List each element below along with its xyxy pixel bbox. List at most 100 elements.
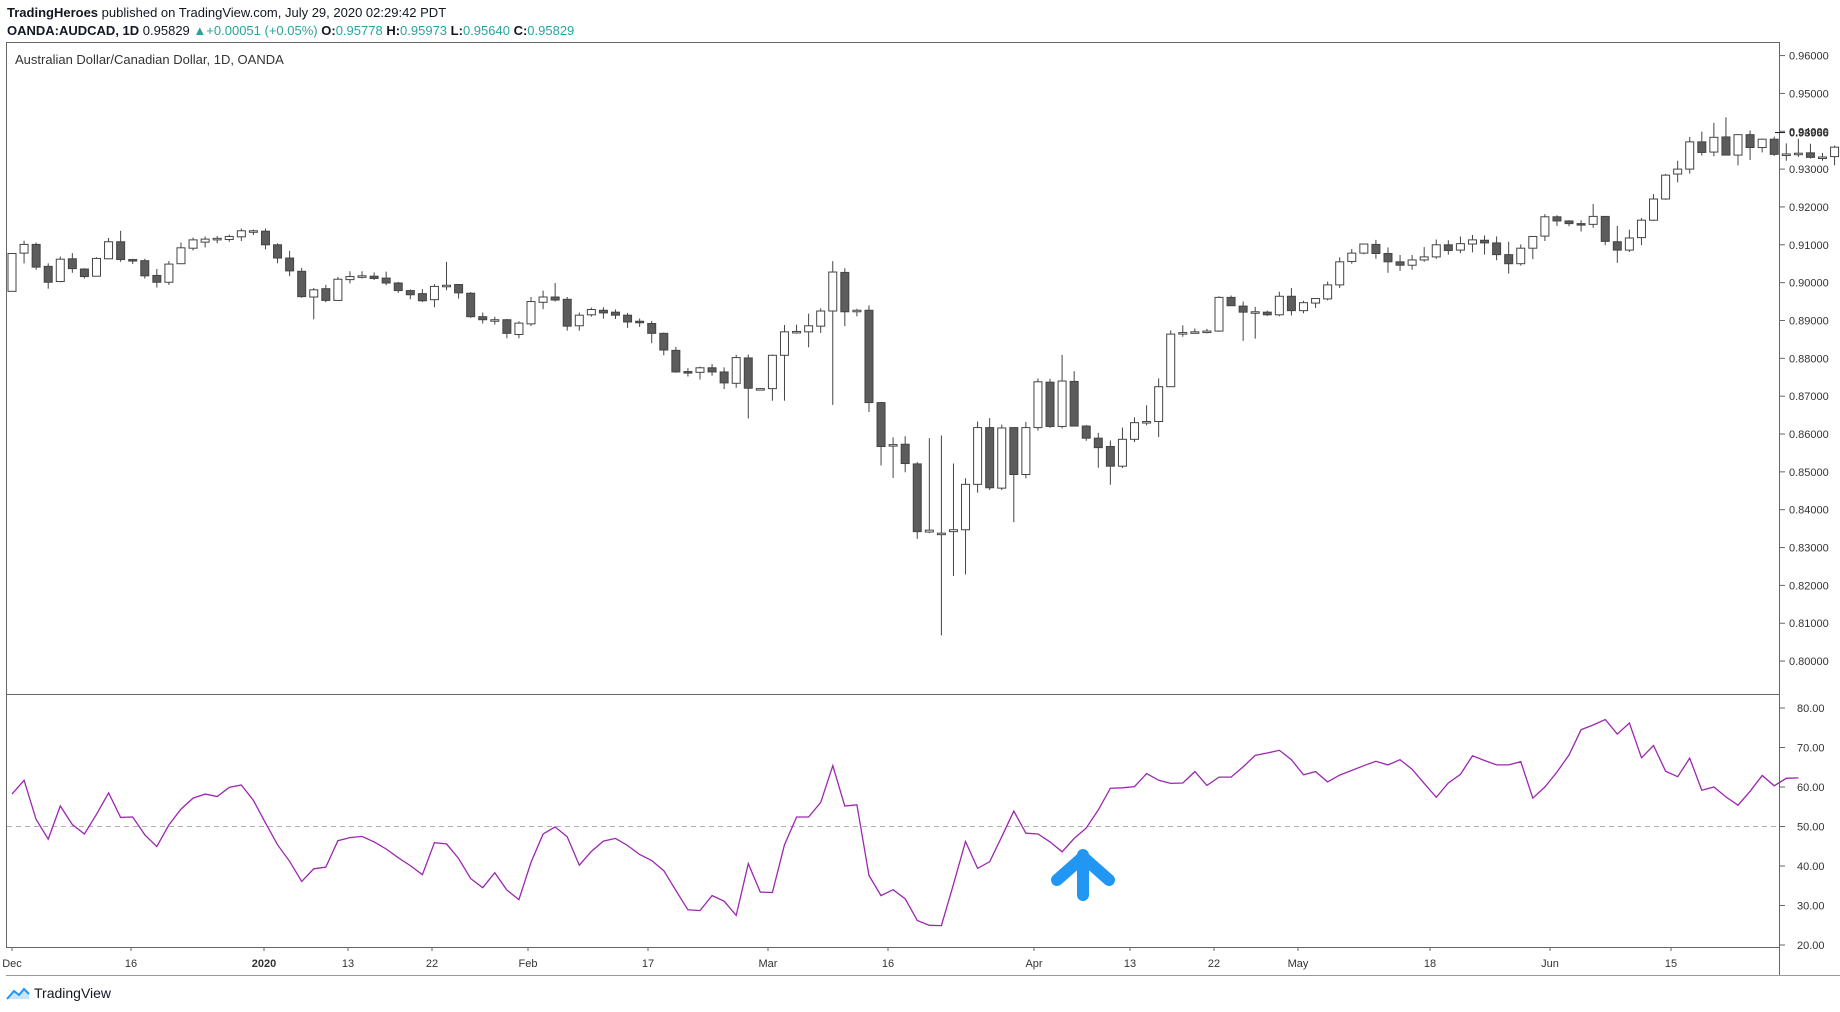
- candle[interactable]: [333, 276, 343, 301]
- candle[interactable]: [91, 257, 101, 277]
- candle[interactable]: [1673, 160, 1683, 183]
- candle[interactable]: [104, 237, 114, 260]
- candle[interactable]: [1286, 287, 1296, 316]
- candle[interactable]: [1516, 244, 1526, 266]
- candle[interactable]: [623, 312, 633, 329]
- candle[interactable]: [1238, 301, 1248, 341]
- candle[interactable]: [19, 240, 29, 264]
- candle[interactable]: [442, 261, 452, 291]
- candle[interactable]: [961, 478, 971, 575]
- candle[interactable]: [1805, 143, 1815, 159]
- candle[interactable]: [586, 307, 596, 317]
- candle[interactable]: [31, 242, 41, 270]
- candle[interactable]: [912, 462, 922, 539]
- symbol-label[interactable]: OANDA:AUDCAD, 1D: [7, 23, 140, 38]
- candle[interactable]: [1178, 325, 1188, 337]
- candle[interactable]: [1528, 235, 1538, 260]
- candle[interactable]: [1781, 143, 1791, 161]
- candle[interactable]: [1588, 203, 1598, 228]
- candle[interactable]: [707, 364, 717, 376]
- candle[interactable]: [1371, 239, 1381, 259]
- candle[interactable]: [973, 421, 983, 493]
- candle[interactable]: [1069, 371, 1079, 427]
- candle[interactable]: [816, 308, 826, 333]
- candle[interactable]: [212, 236, 222, 244]
- candle[interactable]: [1130, 417, 1140, 442]
- candle[interactable]: [1407, 255, 1417, 270]
- candle[interactable]: [985, 418, 995, 491]
- candle[interactable]: [1009, 427, 1019, 523]
- candle[interactable]: [7, 252, 17, 292]
- candle[interactable]: [635, 318, 645, 327]
- candle[interactable]: [779, 325, 789, 401]
- candle[interactable]: [1540, 214, 1550, 242]
- candle[interactable]: [828, 261, 838, 405]
- candle[interactable]: [393, 281, 403, 293]
- candle[interactable]: [1057, 354, 1067, 429]
- candle[interactable]: [79, 268, 89, 279]
- candle[interactable]: [309, 287, 319, 320]
- candle[interactable]: [864, 305, 874, 413]
- candle[interactable]: [1733, 134, 1743, 166]
- candle[interactable]: [55, 256, 65, 283]
- candle[interactable]: [924, 438, 934, 534]
- candle[interactable]: [381, 271, 391, 286]
- candle[interactable]: [297, 267, 307, 298]
- candle[interactable]: [1455, 236, 1465, 254]
- candle[interactable]: [248, 229, 258, 235]
- candle[interactable]: [1262, 310, 1272, 316]
- candle[interactable]: [1226, 295, 1236, 307]
- candle[interactable]: [1117, 427, 1127, 469]
- candle[interactable]: [1757, 138, 1767, 153]
- candle[interactable]: [490, 316, 500, 325]
- candle[interactable]: [176, 242, 186, 265]
- candle[interactable]: [900, 436, 910, 473]
- candle[interactable]: [1552, 215, 1562, 226]
- candle[interactable]: [888, 437, 898, 478]
- candle[interactable]: [200, 236, 210, 248]
- candle[interactable]: [852, 308, 862, 317]
- candle[interactable]: [417, 289, 427, 302]
- candle[interactable]: [1721, 117, 1731, 156]
- candle[interactable]: [1612, 225, 1622, 263]
- candle[interactable]: [1045, 378, 1055, 428]
- candle[interactable]: [236, 228, 246, 242]
- candle[interactable]: [876, 401, 886, 466]
- candle[interactable]: [538, 290, 548, 310]
- candle[interactable]: [1311, 298, 1321, 308]
- candle[interactable]: [671, 346, 681, 373]
- candle[interactable]: [647, 320, 657, 344]
- candle[interactable]: [1649, 194, 1659, 221]
- candle[interactable]: [454, 284, 464, 299]
- candle[interactable]: [1443, 240, 1453, 255]
- candle[interactable]: [345, 271, 355, 284]
- candle[interactable]: [152, 269, 162, 288]
- candle[interactable]: [1298, 300, 1308, 314]
- candle[interactable]: [429, 284, 439, 308]
- candle[interactable]: [755, 388, 765, 391]
- candle[interactable]: [767, 354, 777, 401]
- candle[interactable]: [260, 228, 270, 250]
- candle[interactable]: [1830, 145, 1840, 166]
- candle[interactable]: [574, 312, 584, 331]
- candle[interactable]: [321, 284, 331, 303]
- candle[interactable]: [1190, 328, 1200, 334]
- candle[interactable]: [1661, 174, 1671, 200]
- candle[interactable]: [550, 283, 560, 302]
- candle[interactable]: [1419, 247, 1429, 262]
- candle[interactable]: [562, 297, 572, 331]
- candle[interactable]: [840, 268, 850, 327]
- candle[interactable]: [683, 368, 693, 377]
- candle[interactable]: [1576, 220, 1586, 232]
- candle[interactable]: [997, 424, 1007, 491]
- candle[interactable]: [1467, 234, 1477, 253]
- candle[interactable]: [285, 250, 295, 277]
- candle[interactable]: [1745, 130, 1755, 161]
- candle[interactable]: [1431, 239, 1441, 259]
- candle[interactable]: [792, 324, 802, 334]
- candle[interactable]: [164, 261, 174, 285]
- candle[interactable]: [1504, 241, 1514, 274]
- candle[interactable]: [1636, 217, 1646, 246]
- candle[interactable]: [514, 321, 524, 339]
- candle[interactable]: [43, 263, 53, 289]
